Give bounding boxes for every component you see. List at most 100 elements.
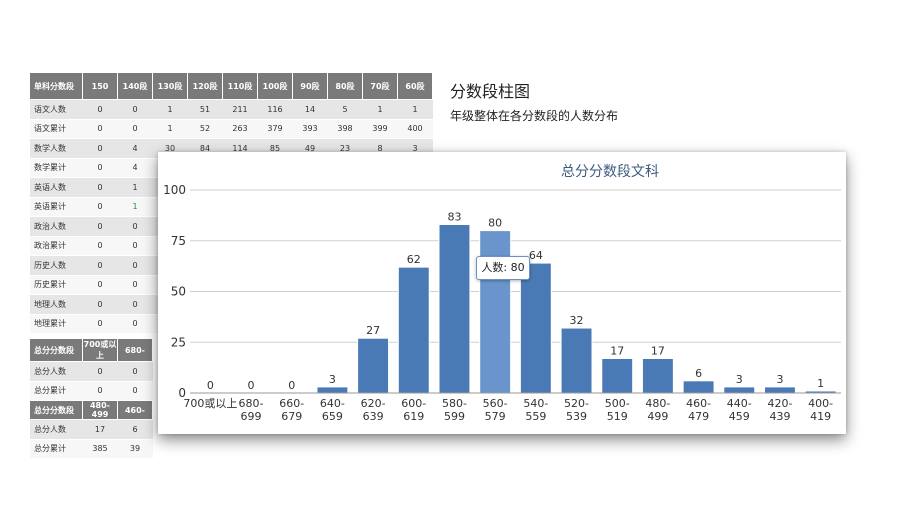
table-cell: 0 [82,255,118,276]
ytick-label: 50 [171,285,186,299]
table-cell: 0 [82,236,118,256]
table-cell: 历史人数 [30,255,83,276]
table-cell: 460- [117,400,153,420]
table-cell: 0 [82,314,118,334]
table-cell: 0 [117,314,153,334]
xtick-label: 680- [239,397,264,410]
xtick-label: 480- [645,397,670,410]
ytick-label: 100 [163,183,186,197]
table-cell: 60段 [397,73,433,100]
table-cell: 385 [82,439,118,459]
table-cell: 1 [152,119,188,139]
xtick-label: 400- [808,397,833,410]
table-cell: 17 [82,419,118,440]
xtick-label: 459 [729,410,750,423]
table-cell: 80段 [327,73,363,100]
table-row: 总分累计 0 0 [30,381,433,401]
table-row: 总分人数 17 6 [30,419,433,440]
xtick-label: 580- [442,397,467,410]
table-cell: 总分人数 [30,419,83,440]
xtick-label: 699 [241,410,262,423]
table-cell: 90段 [292,73,328,100]
table-cell: 70段 [362,73,398,100]
table-cell: 单科分数段 [30,73,83,100]
xtick-label: 579 [485,410,506,423]
table-cell: 0 [82,138,118,159]
table-cell: 400 [397,119,433,139]
table-cell: 英语人数 [30,177,83,198]
data-label: 0 [207,379,214,392]
xtick-label: 440- [727,397,752,410]
table-cell: 0 [82,361,118,382]
table-cell: 110段 [222,73,258,100]
table-cell: 1 [362,99,398,120]
table-cell: 116 [257,99,293,120]
table-cell: 39 [117,439,153,459]
table-cell: 0 [82,158,118,178]
table-row: 总分人数 0 0 [30,361,433,382]
xtick-label: 620- [361,397,386,410]
table-cell: 英语累计 [30,197,83,217]
table-cell: 总分人数 [30,361,83,382]
data-label: 32 [570,314,584,327]
xtick-label: 419 [810,410,831,423]
table-cell: 0 [82,381,118,401]
bar [479,230,512,394]
bar [723,386,756,394]
xtick-label: 660- [279,397,304,410]
table-cell: 100段 [257,73,293,100]
xtick-label: 420- [767,397,792,410]
bar [316,386,349,394]
table-cell: 总分分数段 [30,338,83,362]
table-cell: 130段 [152,73,188,100]
table-cell: 地理人数 [30,294,83,315]
table-cell: 0 [117,275,153,295]
page-title: 分数段柱图 [450,82,531,101]
table-cell: 120段 [187,73,223,100]
page-subtitle: 年级整体在各分数段的人数分布 [450,109,619,123]
xtick-label: 520- [564,397,589,410]
xtick-label: 619 [403,410,424,423]
data-label: 0 [288,379,295,392]
table-cell: 399 [362,119,398,139]
table-cell: 1 [152,99,188,120]
table-cell: 14 [292,99,328,120]
xtick-label: 439 [769,410,790,423]
table-cell: 263 [222,119,258,139]
table-cell: 0 [82,275,118,295]
bar [601,357,634,394]
chart-title: 总分分数段文科 [561,164,659,180]
ytick-label: 0 [178,386,186,400]
table-cell: 0 [117,361,153,382]
table-cell: 0 [117,99,153,120]
xtick-label: 640- [320,397,345,410]
xtick-label: 559 [525,410,546,423]
table-cell: 总分累计 [30,381,83,401]
table-cell: 0 [117,236,153,256]
table-cell: 0 [117,381,153,401]
bar [682,380,715,394]
table-cell: 地理累计 [30,314,83,334]
table-cell: 680- [117,338,153,362]
bar [438,224,471,394]
table-cell: 0 [82,197,118,217]
table-cell: 4 [117,138,153,159]
chart-panel: 总分分数段文科 0 25 50 75 100 0 700或以上 0 680- 699 0 660- 679… [158,152,846,434]
data-label: 64 [529,249,543,262]
data-label: 3 [329,373,336,386]
table-cell: 1 [117,197,153,217]
xtick-label: 679 [281,410,302,423]
xtick-label: 519 [607,410,628,423]
table-row: 总分累计 385 39 [30,439,433,459]
xtick-label: 460- [686,397,711,410]
table-cell: 政治累计 [30,236,83,256]
table-cell: 0 [82,216,118,237]
xtick-label: 639 [363,410,384,423]
table-cell: 4 [117,158,153,178]
data-label: 62 [407,253,421,266]
table-row: 总分分数段 480-499 460- [30,400,433,420]
table-cell: 政治人数 [30,216,83,237]
xtick-label: 500- [605,397,630,410]
table-cell: 1 [397,99,433,120]
bar [641,357,674,394]
